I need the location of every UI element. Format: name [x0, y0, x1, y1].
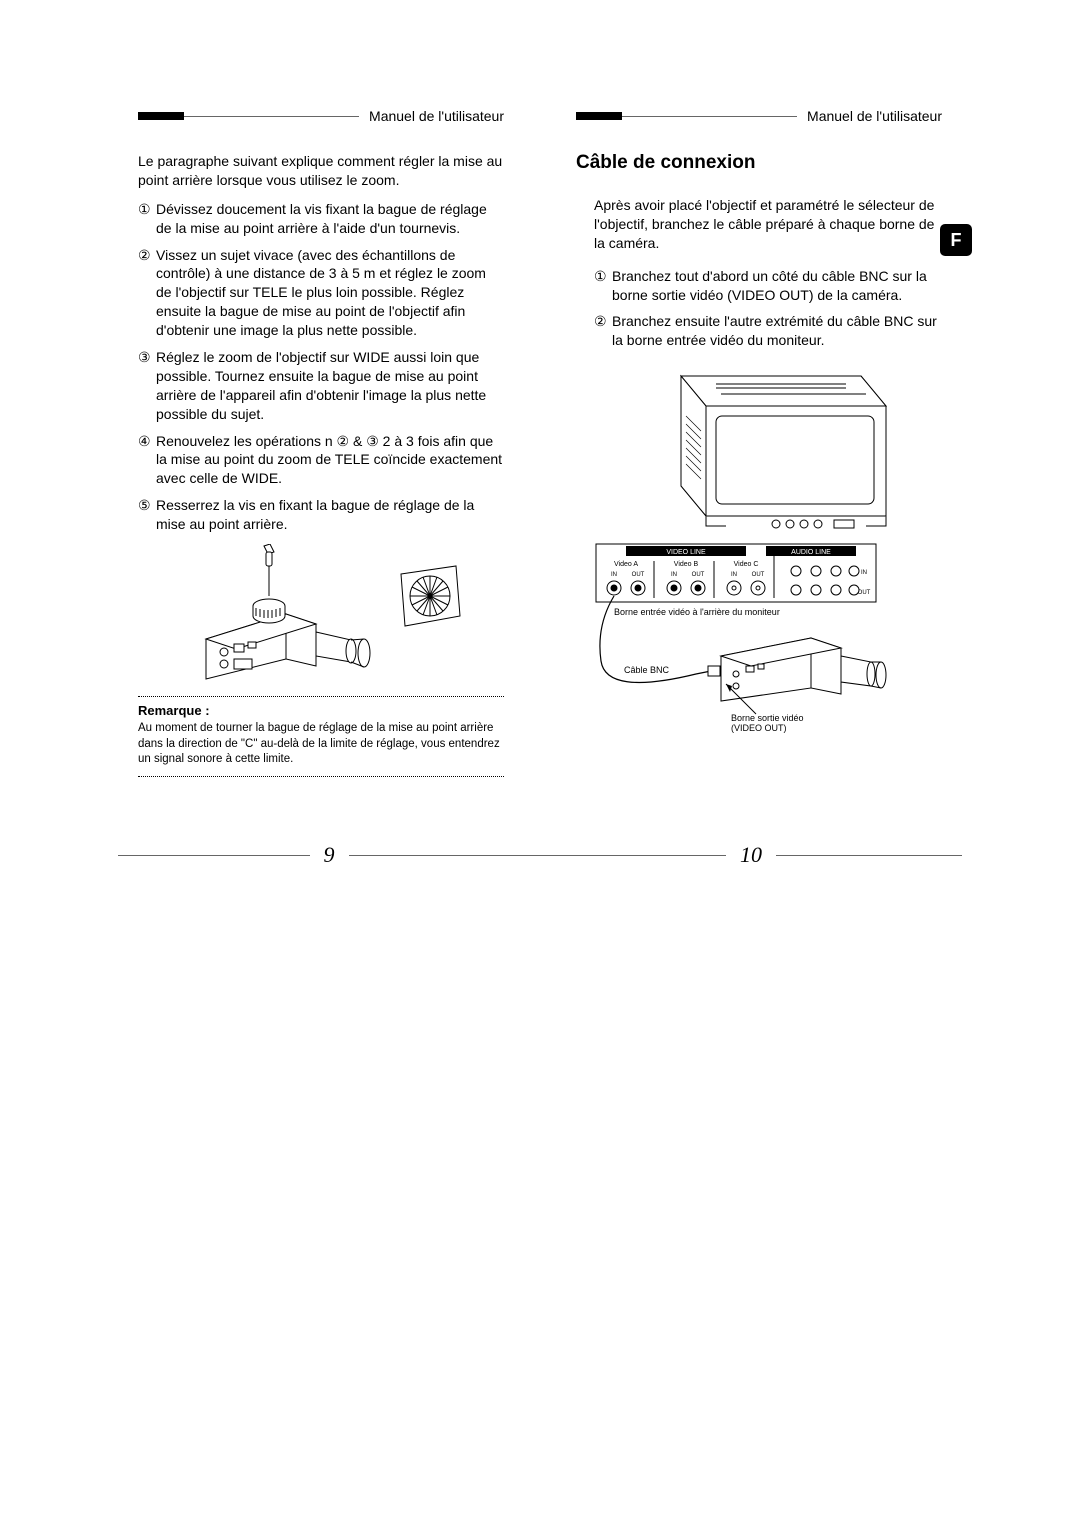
diagram-label-borne-entree: Borne entrée vidéo à l'arrière du monite…: [614, 608, 780, 618]
page-number-left: 9: [310, 842, 349, 868]
diagram-label-borne-sortie-2: (VIDEO OUT): [731, 724, 787, 734]
diagram-label-audio-line: AUDIO LINE: [791, 549, 831, 556]
step-num: ①: [594, 267, 612, 286]
diagram-io-out: OUT: [858, 590, 871, 596]
footer-rule: [540, 855, 726, 856]
step-num: ⑤: [138, 496, 156, 515]
header-left: Manuel de l'utilisateur: [138, 108, 504, 124]
header-rule: [622, 116, 797, 117]
step-text: Dévissez doucement la vis fixant la bagu…: [156, 201, 487, 236]
step-text: Branchez tout d'abord un côté du câble B…: [612, 268, 927, 303]
diagram-col-b: Video B: [674, 561, 699, 568]
right-step-2: ②Branchez ensuite l'autre extrémité du c…: [594, 312, 942, 350]
footer-rule: [118, 855, 310, 856]
figure-camera-focus: [176, 544, 466, 684]
step-text: Branchez ensuite l'autre extrémité du câ…: [612, 313, 937, 348]
left-step-2: ②Vissez un sujet vivace (avec des échant…: [138, 246, 504, 340]
step-num: ③: [138, 348, 156, 367]
diagram-label-cable: Câble BNC: [624, 666, 669, 676]
figure-connection-diagram: VIDEO LINE AUDIO LINE Video A Video B Vi…: [576, 366, 906, 736]
left-step-5: ⑤Resserrez la vis en fixant la bague de …: [138, 496, 504, 534]
header-bar: [138, 112, 184, 120]
remarque-box: Remarque : Au moment de tourner la bague…: [138, 696, 504, 777]
remarque-text: Au moment de tourner la bague de réglage…: [138, 721, 504, 768]
section-title: Câble de connexion: [576, 152, 942, 174]
language-badge: F: [940, 224, 972, 256]
diagram-io-out: OUT: [692, 572, 705, 578]
header-bar: [576, 112, 622, 120]
remarque-title: Remarque :: [138, 703, 504, 718]
page-right: Manuel de l'utilisateur Câble de connexi…: [540, 108, 962, 868]
right-intro: Après avoir placé l'objectif et paramétr…: [576, 196, 942, 253]
footer-left: 9: [118, 842, 540, 868]
page-left: Manuel de l'utilisateur Le paragraphe su…: [118, 108, 540, 868]
right-step-1: ①Branchez tout d'abord un côté du câble …: [594, 267, 942, 305]
step-text: Renouvelez les opérations n ② & ③ 2 à 3 …: [156, 433, 502, 487]
step-text: Vissez un sujet vivace (avec des échanti…: [156, 247, 486, 339]
footer-rule: [776, 855, 962, 856]
diagram-label-video-line: VIDEO LINE: [666, 549, 706, 556]
diagram-io-in: IN: [611, 572, 617, 578]
diagram-io-out: OUT: [752, 572, 765, 578]
footer-right: 10: [540, 842, 962, 868]
page-number-right: 10: [726, 842, 776, 868]
diagram-col-c: Video C: [734, 561, 759, 568]
diagram-col-a: Video A: [614, 561, 638, 568]
diagram-io-in: IN: [731, 572, 737, 578]
left-step-1: ①Dévissez doucement la vis fixant la bag…: [138, 200, 504, 238]
header-title-right: Manuel de l'utilisateur: [797, 108, 942, 124]
step-text: Réglez le zoom de l'objectif sur WIDE au…: [156, 349, 486, 422]
step-num: ④: [138, 432, 156, 451]
step-num: ②: [138, 246, 156, 265]
step-num: ①: [138, 200, 156, 219]
left-step-3: ③Réglez le zoom de l'objectif sur WIDE a…: [138, 348, 504, 424]
left-step-4: ④Renouvelez les opérations n ② & ③ 2 à 3…: [138, 432, 504, 489]
diagram-io-in: IN: [861, 570, 867, 576]
header-rule: [184, 116, 359, 117]
diagram-io-in: IN: [671, 572, 677, 578]
header-title-left: Manuel de l'utilisateur: [359, 108, 504, 124]
header-right: Manuel de l'utilisateur: [576, 108, 942, 124]
step-num: ②: [594, 312, 612, 331]
diagram-io-out: OUT: [632, 572, 645, 578]
step-text: Resserrez la vis en fixant la bague de r…: [156, 497, 474, 532]
left-intro: Le paragraphe suivant explique comment r…: [138, 152, 504, 190]
footer-rule: [349, 855, 541, 856]
